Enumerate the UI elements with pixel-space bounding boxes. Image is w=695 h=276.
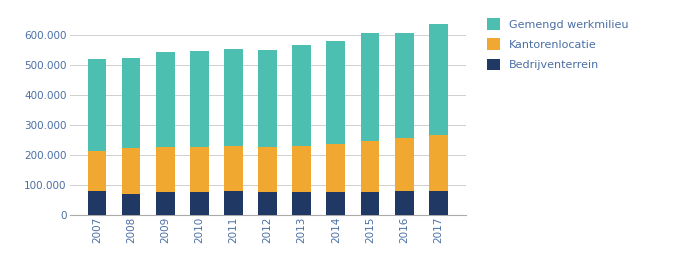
Bar bbox=[293, 146, 311, 192]
Bar bbox=[156, 147, 174, 192]
Bar bbox=[395, 191, 414, 215]
Bar bbox=[88, 59, 106, 150]
Bar bbox=[224, 49, 243, 146]
Bar bbox=[361, 33, 379, 141]
Bar bbox=[293, 192, 311, 215]
Legend: Gemengd werkmilieu, Kantorenlocatie, Bedrijventerrein: Gemengd werkmilieu, Kantorenlocatie, Bed… bbox=[487, 18, 629, 70]
Bar bbox=[361, 192, 379, 215]
Bar bbox=[395, 138, 414, 191]
Bar bbox=[429, 191, 448, 215]
Bar bbox=[88, 191, 106, 215]
Bar bbox=[293, 45, 311, 146]
Bar bbox=[88, 150, 106, 191]
Bar bbox=[361, 141, 379, 192]
Bar bbox=[224, 191, 243, 215]
Bar bbox=[190, 147, 208, 192]
Bar bbox=[224, 146, 243, 191]
Bar bbox=[122, 193, 140, 215]
Bar bbox=[122, 57, 140, 148]
Bar bbox=[327, 144, 345, 192]
Bar bbox=[429, 136, 448, 191]
Bar bbox=[327, 192, 345, 215]
Bar bbox=[327, 41, 345, 144]
Bar bbox=[190, 51, 208, 147]
Bar bbox=[395, 33, 414, 138]
Bar bbox=[258, 192, 277, 215]
Bar bbox=[429, 24, 448, 136]
Bar bbox=[122, 148, 140, 193]
Bar bbox=[258, 147, 277, 192]
Bar bbox=[258, 50, 277, 147]
Bar bbox=[156, 52, 174, 147]
Bar bbox=[156, 192, 174, 215]
Bar bbox=[190, 192, 208, 215]
